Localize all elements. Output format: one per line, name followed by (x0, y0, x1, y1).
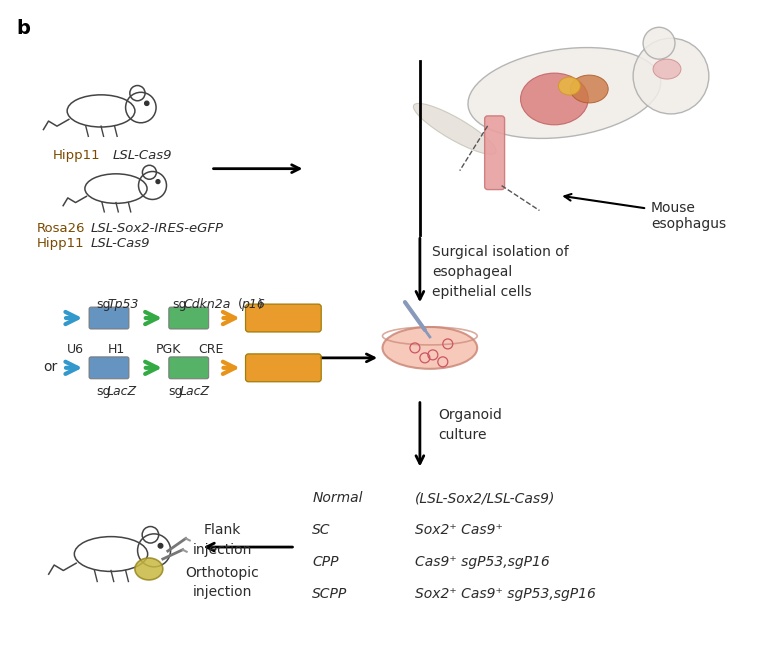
Text: SC: SC (312, 523, 331, 537)
Text: Flank
injection: Flank injection (193, 523, 252, 557)
Circle shape (156, 180, 160, 184)
Text: CPP: CPP (312, 555, 338, 569)
Text: b: b (16, 20, 30, 38)
Text: Organoid
culture: Organoid culture (438, 408, 502, 441)
Text: Mouse
esophagus: Mouse esophagus (651, 201, 726, 231)
Text: p16: p16 (240, 298, 265, 311)
Text: Tp53: Tp53 (107, 298, 138, 311)
Text: (: ( (233, 298, 243, 311)
Circle shape (145, 101, 149, 106)
FancyBboxPatch shape (169, 307, 209, 329)
Text: SCPP: SCPP (312, 587, 348, 601)
Text: Orthotopic
injection: Orthotopic injection (186, 566, 260, 599)
FancyBboxPatch shape (169, 357, 209, 379)
Text: LSL-Sox2-IRES-eGFP: LSL-Sox2-IRES-eGFP (91, 222, 224, 235)
Ellipse shape (383, 327, 477, 369)
Text: or: or (44, 360, 58, 374)
Ellipse shape (559, 77, 580, 95)
Text: LSL-Cas9: LSL-Cas9 (113, 149, 173, 162)
Ellipse shape (413, 104, 496, 155)
Text: Surgical isolation of
esophageal
epithelial cells: Surgical isolation of esophageal epithel… (432, 245, 569, 299)
Ellipse shape (570, 75, 608, 103)
Text: Cdkn2a: Cdkn2a (184, 298, 231, 311)
Text: PGK: PGK (156, 343, 181, 356)
Ellipse shape (653, 59, 681, 79)
Text: sg: sg (96, 385, 110, 398)
FancyBboxPatch shape (485, 116, 505, 190)
Text: Normal: Normal (312, 492, 363, 505)
Text: sg: sg (169, 385, 184, 398)
Text: ): ) (258, 298, 263, 311)
Text: H1: H1 (107, 343, 124, 356)
Text: LSL-Cas9: LSL-Cas9 (91, 237, 151, 250)
Text: U6: U6 (67, 343, 83, 356)
Text: Hipp11: Hipp11 (37, 237, 84, 250)
Text: CRE: CRE (198, 343, 223, 356)
Text: Rosa26: Rosa26 (37, 222, 85, 235)
Text: (LSL-Sox2/LSL-Cas9): (LSL-Sox2/LSL-Cas9) (415, 492, 555, 505)
Text: Cas9⁺ sgP53,sgP16: Cas9⁺ sgP53,sgP16 (415, 555, 550, 569)
Text: LacZ: LacZ (180, 385, 210, 398)
FancyBboxPatch shape (89, 307, 129, 329)
Ellipse shape (468, 48, 661, 138)
Text: Sox2⁺ Cas9⁺ sgP53,sgP16: Sox2⁺ Cas9⁺ sgP53,sgP16 (415, 587, 596, 601)
FancyBboxPatch shape (246, 304, 321, 332)
Circle shape (633, 38, 709, 114)
FancyBboxPatch shape (89, 357, 129, 379)
Text: sg: sg (173, 298, 187, 311)
Circle shape (643, 27, 675, 59)
Text: LacZ: LacZ (107, 385, 137, 398)
Ellipse shape (135, 558, 163, 580)
Text: sg: sg (96, 298, 110, 311)
Ellipse shape (520, 73, 588, 125)
Text: Hipp11: Hipp11 (53, 149, 101, 162)
Text: Sox2⁺ Cas9⁺: Sox2⁺ Cas9⁺ (415, 523, 503, 537)
Circle shape (158, 544, 163, 548)
FancyBboxPatch shape (246, 354, 321, 382)
